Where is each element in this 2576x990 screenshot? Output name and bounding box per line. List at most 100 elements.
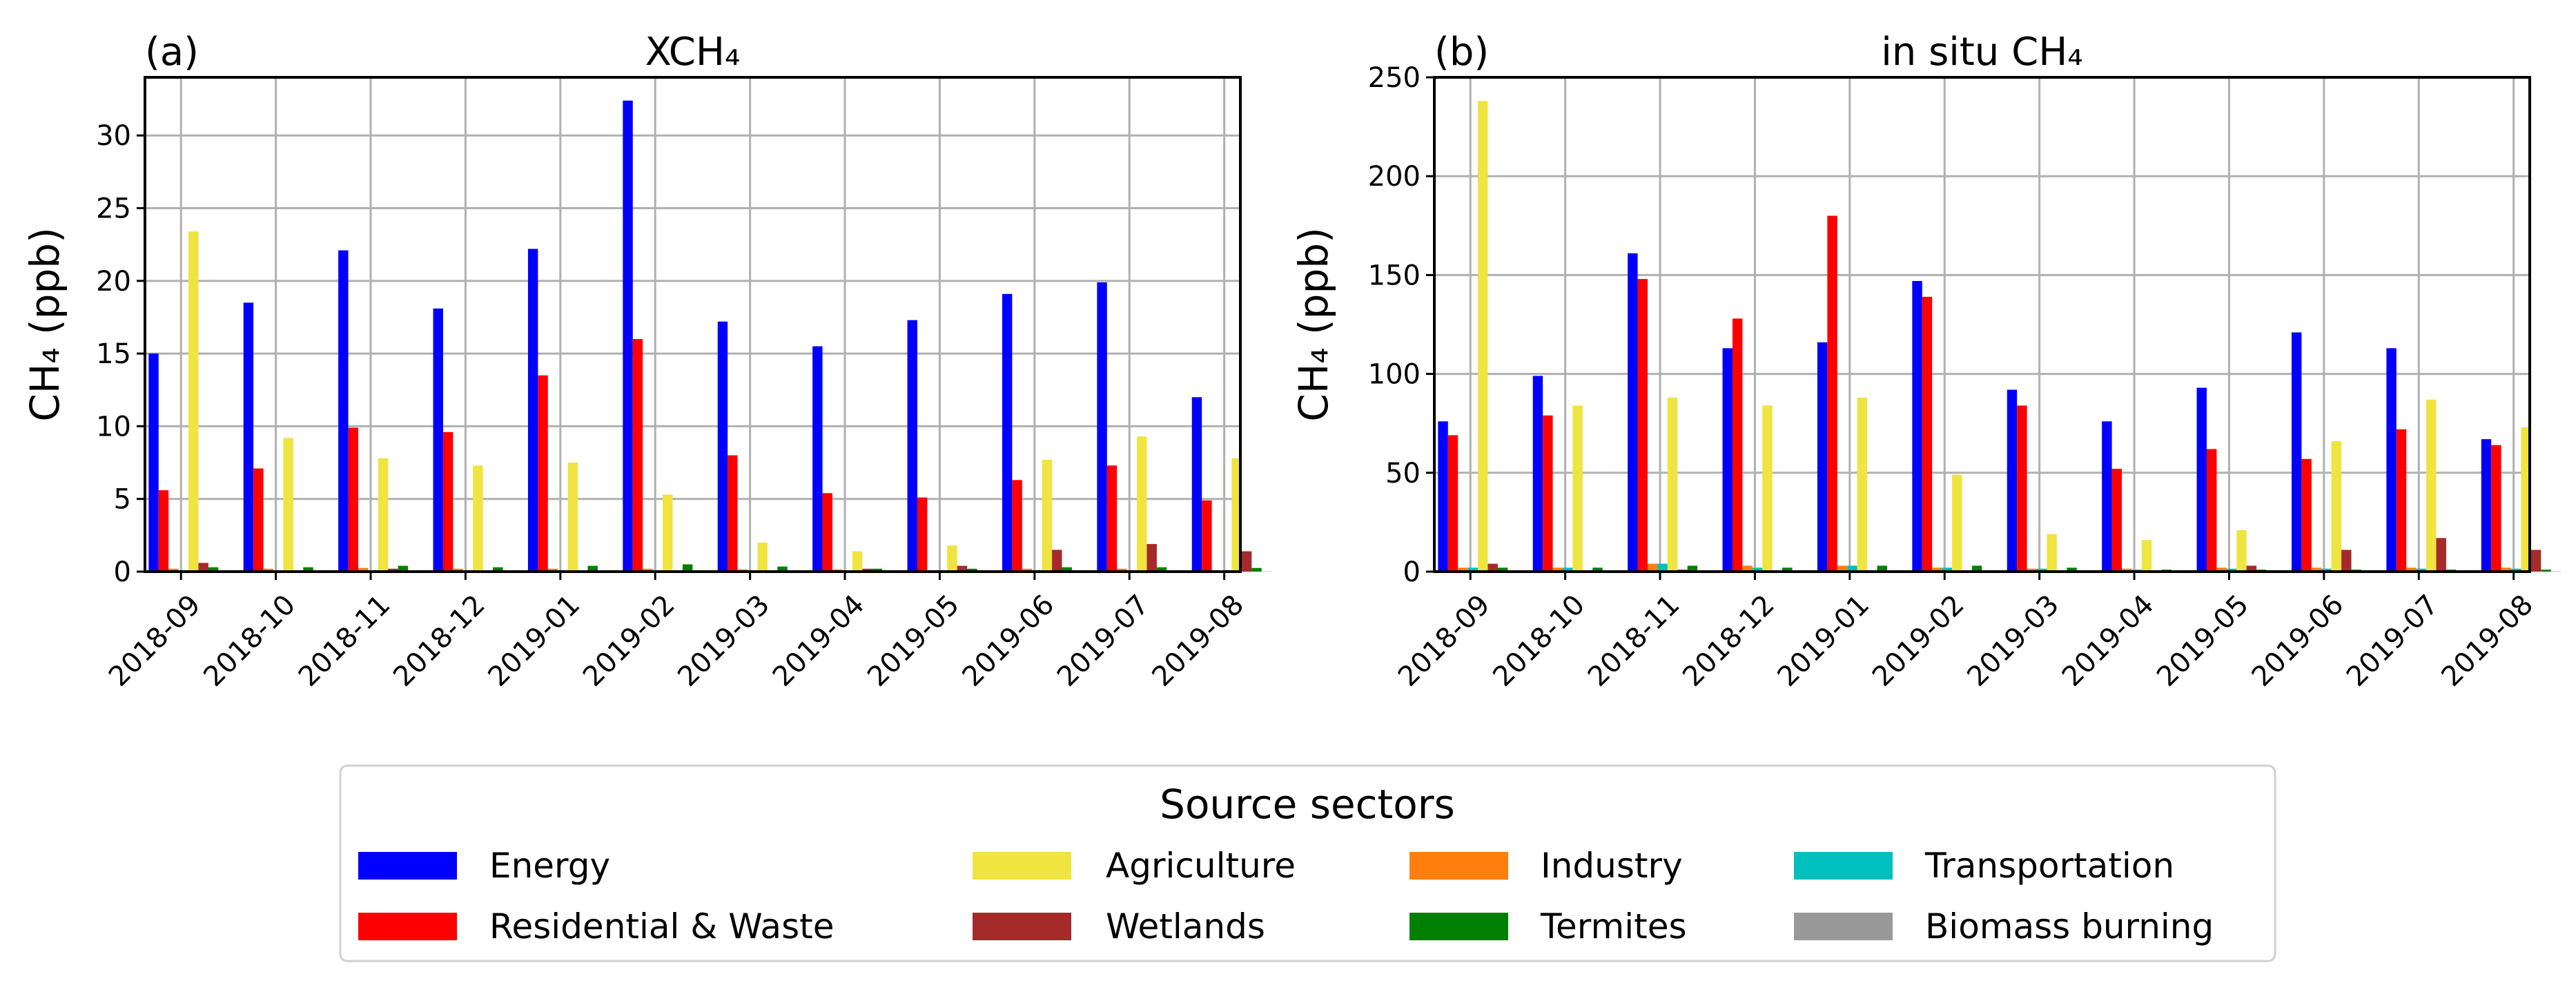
bar (2017, 405, 2027, 572)
bar (1543, 415, 1553, 572)
bar (2530, 550, 2541, 572)
y-tick-label: 5 (114, 484, 131, 516)
legend-swatch (1409, 913, 1508, 940)
bar (453, 568, 463, 572)
bar (1097, 282, 1107, 572)
bar (1042, 459, 1053, 572)
bar (263, 568, 274, 572)
bar (1062, 567, 1072, 572)
y-tick-label: 10 (96, 411, 131, 443)
x-tick-label: 2018-11 (293, 589, 397, 693)
bar (1241, 551, 1252, 572)
bar (527, 249, 538, 572)
bar (2007, 389, 2018, 572)
bar (2067, 567, 2077, 572)
bar (1912, 280, 1922, 572)
bar (378, 458, 389, 572)
x-tick-label: 2019-05 (2151, 589, 2255, 693)
bar (283, 438, 293, 572)
y-tick-label: 200 (1368, 161, 1421, 193)
bar (188, 231, 199, 572)
x-tick-label: 2018-11 (1582, 589, 1686, 693)
axes-frame (144, 76, 1242, 573)
bar (2386, 348, 2397, 572)
bar (547, 568, 558, 572)
bar (947, 545, 957, 572)
legend-swatch (358, 913, 457, 940)
bar (303, 567, 313, 572)
bar (1002, 293, 1013, 572)
chart-panel-a: 0 5 10 15 20 25 30 2018-092018-102018-112018-12… (21, 30, 1272, 693)
legend-item: Transportation (1794, 846, 2174, 886)
bar (587, 565, 598, 572)
bar (1952, 474, 1962, 572)
bar (1572, 405, 1583, 572)
bar (338, 250, 349, 572)
bar (2341, 550, 2352, 572)
bar (1438, 421, 1448, 572)
x-tick-label: 2018-09 (103, 589, 207, 693)
panel-label: (a) (145, 30, 199, 75)
bar (1137, 436, 1147, 572)
bar (2102, 421, 2112, 572)
x-tick-label: 2019-06 (2246, 589, 2350, 693)
bar (917, 497, 928, 572)
bar (433, 308, 443, 572)
bar (852, 551, 863, 572)
x-tick-label: 2019-03 (1961, 589, 2065, 693)
bar (1156, 567, 1167, 572)
bar (757, 542, 768, 572)
x-tick-label: 2019-08 (2435, 589, 2539, 693)
bar (1106, 465, 1118, 572)
bar (198, 563, 208, 572)
bar (728, 455, 738, 572)
legend-item: Energy (358, 846, 610, 886)
bar (208, 567, 219, 572)
legend-swatch (1794, 852, 1893, 880)
bar (1922, 296, 1933, 572)
bar (1012, 480, 1022, 572)
bar (1667, 397, 1678, 572)
legend-item: Termites (1409, 906, 1687, 947)
bar (2027, 568, 2038, 572)
bar (1563, 567, 1573, 572)
bar (388, 568, 398, 572)
x-tick-label: 2019-04 (767, 589, 871, 693)
bar (1628, 253, 1638, 572)
y-tick-label: 0 (1403, 556, 1421, 588)
bar (1687, 565, 1698, 572)
bar (717, 321, 728, 572)
x-tick-label: 2018-09 (1392, 589, 1496, 693)
bar (2311, 567, 2322, 572)
bar (1837, 565, 1848, 572)
axes-frame (1433, 76, 2531, 573)
bar (1532, 376, 1543, 572)
bar (1942, 567, 1953, 572)
bar (2206, 449, 2217, 572)
y-tick-label: 25 (96, 193, 131, 225)
legend-label: Biomass burning (1925, 906, 2214, 947)
x-tick-label: 2019-08 (1146, 589, 1250, 693)
legend-label: Termites (1540, 906, 1687, 947)
chart-title: in situ CH₄ (1881, 30, 2083, 75)
legend-label: Transportation (1924, 846, 2174, 886)
bar (2550, 571, 2562, 572)
bar (2541, 570, 2551, 572)
bar (1752, 567, 1763, 572)
x-tick-label: 2018-10 (197, 589, 302, 693)
bar (1971, 565, 1982, 572)
x-tick-label: 2019-06 (957, 589, 1061, 693)
bar (2481, 439, 2492, 572)
bar (957, 565, 968, 572)
bar (1146, 543, 1157, 572)
bar (538, 375, 548, 572)
bar (907, 320, 917, 572)
bar (2501, 567, 2512, 572)
legend-item: Industry (1409, 846, 1683, 886)
bar (1647, 563, 1658, 572)
bar (1742, 565, 1753, 572)
x-tick-label: 2019-02 (1866, 589, 1971, 693)
bar (1447, 435, 1458, 572)
legend-swatch (1409, 852, 1508, 880)
bar (1932, 567, 1942, 572)
